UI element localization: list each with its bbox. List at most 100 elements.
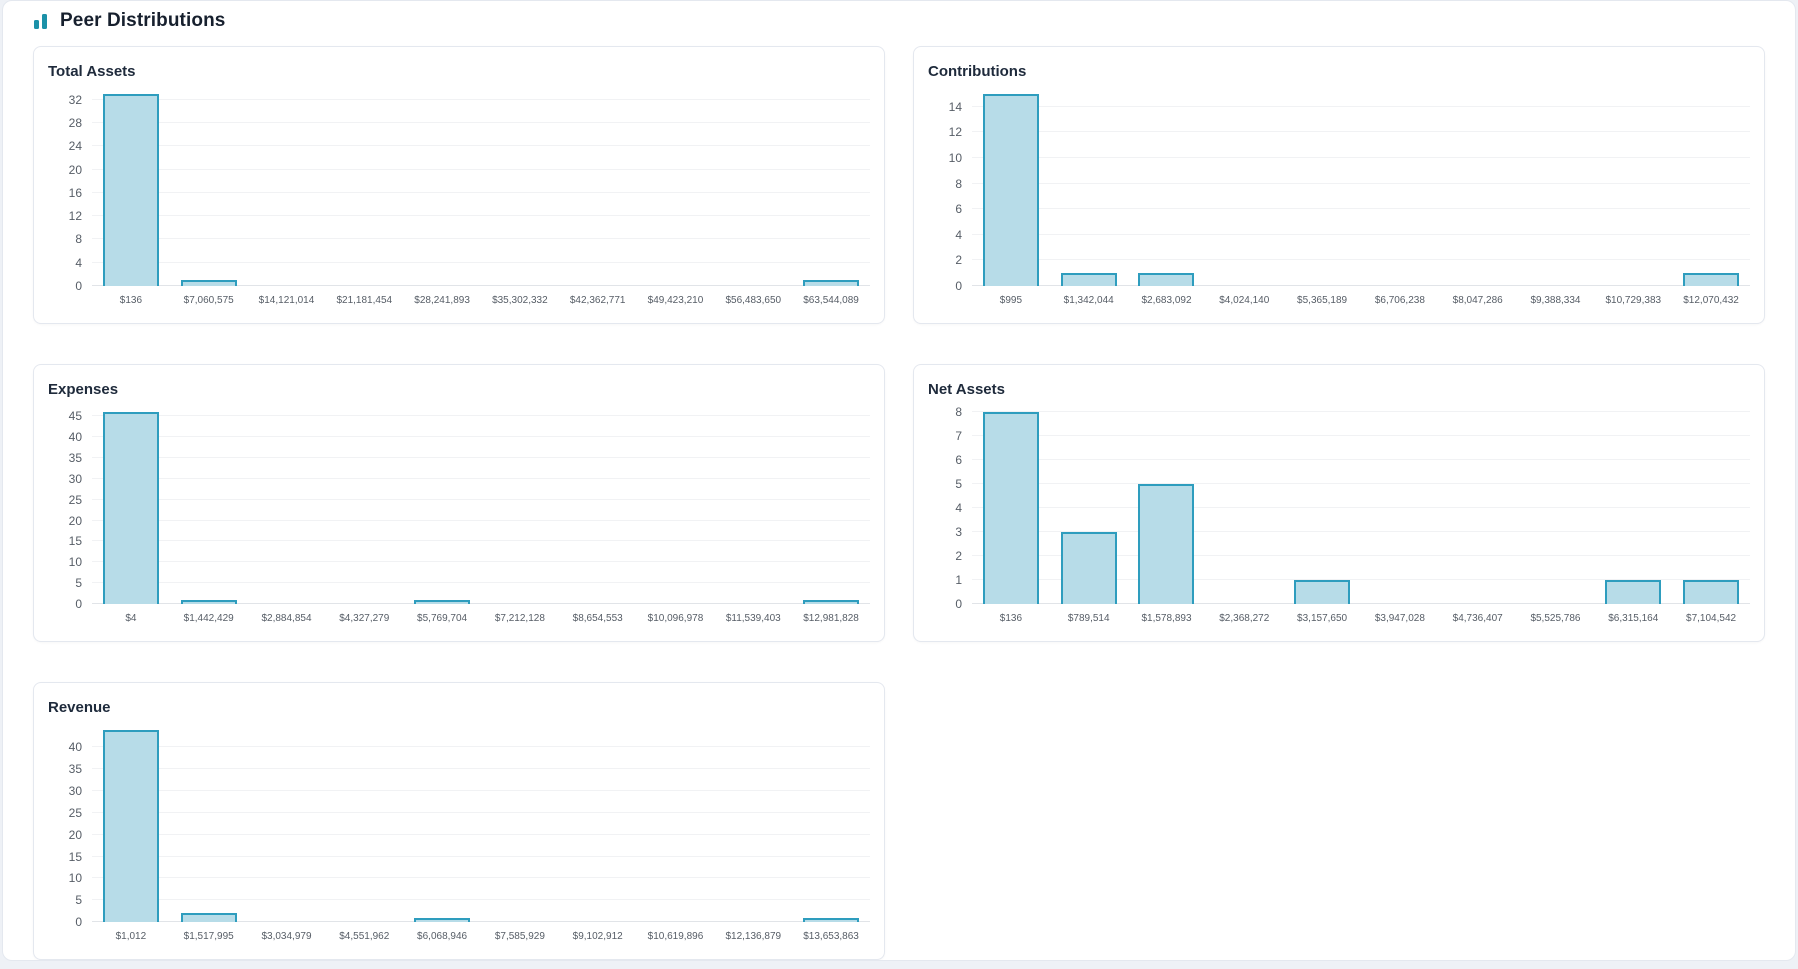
bars-layer bbox=[92, 94, 870, 286]
bars-layer bbox=[972, 412, 1750, 604]
y-tick-label: 40 bbox=[68, 430, 82, 445]
histogram-bar[interactable] bbox=[180, 913, 237, 922]
x-tick-label: $136 bbox=[119, 295, 143, 306]
y-tick-label: 5 bbox=[75, 576, 82, 591]
y-tick-label: 0 bbox=[75, 597, 82, 611]
histogram-bar[interactable] bbox=[982, 412, 1039, 604]
histogram-bar[interactable] bbox=[1605, 580, 1662, 604]
x-tick-label: $7,104,542 bbox=[1686, 613, 1737, 624]
histogram-bin bbox=[170, 94, 248, 286]
histogram-bar[interactable] bbox=[1060, 273, 1117, 286]
gridline bbox=[972, 259, 1750, 261]
histogram-bar[interactable] bbox=[414, 599, 471, 604]
histogram-bar[interactable] bbox=[803, 917, 860, 922]
histogram-bar[interactable] bbox=[803, 280, 860, 286]
histogram-bar[interactable] bbox=[102, 730, 159, 922]
histogram-bin bbox=[559, 94, 637, 286]
x-tick-label: $56,483,650 bbox=[725, 295, 782, 306]
histogram-bin bbox=[1205, 412, 1283, 604]
x-tick-label: $42,362,771 bbox=[569, 295, 626, 306]
x-tick-label: $1,578,893 bbox=[1141, 613, 1192, 624]
gridline bbox=[92, 498, 870, 500]
histogram-contributions: 0 2 4 6 8 10 12 14 bbox=[928, 94, 1750, 292]
y-tick-label: 2 bbox=[955, 253, 962, 268]
histogram-bin bbox=[1594, 412, 1672, 604]
x-tick-label: $9,388,334 bbox=[1530, 295, 1581, 306]
x-tick-label: $7,212,128 bbox=[494, 613, 545, 624]
x-tick-label: $63,544,089 bbox=[803, 295, 859, 306]
y-tick-label: 0 bbox=[955, 597, 962, 611]
histogram-bar[interactable] bbox=[1294, 580, 1351, 604]
histogram-bin bbox=[792, 412, 870, 604]
histogram-bin bbox=[559, 730, 637, 922]
x-tick-label: $1,012 bbox=[115, 931, 147, 942]
y-tick-label: 8 bbox=[955, 405, 962, 419]
y-tick-label: 30 bbox=[68, 471, 82, 486]
y-tick-label: 7 bbox=[955, 429, 962, 443]
histogram-bar[interactable] bbox=[102, 412, 159, 604]
histogram-bar[interactable] bbox=[1060, 532, 1117, 604]
histogram-bar[interactable] bbox=[1683, 273, 1740, 286]
histogram-bar[interactable] bbox=[414, 917, 471, 922]
histogram-total-assets: 0 4 8 12 16 20 24 28 32 bbox=[48, 94, 870, 292]
chart-card-total-assets: Total Assets 0 4 8 12 16 20 24 28 32 $136 $7,060,… bbox=[33, 46, 885, 324]
x-axis-labels: $136 $789,514 $1,578,893 $2,368,272 $3,157,6… bbox=[972, 613, 1750, 624]
gridline bbox=[972, 483, 1750, 484]
gridline bbox=[92, 477, 870, 479]
histogram-bin bbox=[1517, 94, 1595, 286]
y-tick-label: 4 bbox=[955, 227, 962, 242]
histogram-bar[interactable] bbox=[803, 599, 860, 604]
histogram-bin bbox=[792, 94, 870, 286]
gridline bbox=[92, 215, 870, 217]
histogram-bar[interactable] bbox=[1138, 484, 1195, 604]
chart-title: Contributions bbox=[928, 63, 1027, 80]
x-axis-line bbox=[92, 603, 870, 604]
x-tick-label: $21,181,454 bbox=[336, 295, 393, 306]
x-tick-label: $3,034,979 bbox=[261, 931, 312, 942]
histogram-bin bbox=[559, 412, 637, 604]
y-tick-label: 0 bbox=[75, 279, 82, 293]
histogram-bar[interactable] bbox=[180, 599, 237, 604]
histogram-bin bbox=[92, 730, 170, 922]
histogram-bin bbox=[1050, 94, 1128, 286]
histogram-bin bbox=[1205, 94, 1283, 286]
x-tick-label: $7,585,929 bbox=[494, 931, 545, 942]
histogram-bin bbox=[1439, 412, 1517, 604]
x-tick-label: $4,024,140 bbox=[1219, 295, 1270, 306]
y-axis-labels: 0 5 10 15 20 25 30 35 40 45 bbox=[48, 410, 92, 610]
x-tick-label: $9,102,912 bbox=[572, 931, 623, 942]
gridline bbox=[92, 145, 870, 147]
histogram-bar[interactable] bbox=[982, 94, 1039, 286]
x-tick-label: $3,947,028 bbox=[1374, 613, 1425, 624]
chart-card-net-assets: Net Assets 0 1 2 3 4 5 6 7 8 $136 $789,514 $1,578,… bbox=[913, 364, 1765, 642]
gridline bbox=[972, 411, 1750, 412]
histogram-bin bbox=[714, 94, 792, 286]
x-axis-line bbox=[92, 285, 870, 286]
x-tick-label: $6,315,164 bbox=[1608, 613, 1659, 624]
y-tick-label: 12 bbox=[948, 125, 962, 140]
histogram-net-assets: 0 1 2 3 4 5 6 7 8 bbox=[928, 406, 1750, 610]
histogram-bar[interactable] bbox=[1138, 273, 1195, 286]
histogram-bin bbox=[1672, 412, 1750, 604]
gridline bbox=[92, 561, 870, 563]
y-tick-label: 2 bbox=[955, 549, 962, 563]
histogram-bin bbox=[972, 412, 1050, 604]
histogram-bin bbox=[972, 94, 1050, 286]
histogram-bar[interactable] bbox=[1683, 580, 1740, 604]
x-axis-labels: $4 $1,442,429 $2,884,854 $4,327,279 $5,769,7… bbox=[92, 613, 870, 624]
x-tick-label: $35,302,332 bbox=[492, 295, 548, 306]
x-axis-line bbox=[92, 921, 870, 922]
chart-card-revenue: Revenue 0 5 10 15 20 25 30 35 40 $1,012 $1,517,99… bbox=[33, 682, 885, 960]
histogram-bin bbox=[1128, 412, 1206, 604]
gridline bbox=[972, 182, 1750, 184]
histogram-bin bbox=[248, 412, 326, 604]
y-tick-label: 15 bbox=[68, 534, 82, 549]
histogram-bar[interactable] bbox=[102, 94, 159, 286]
x-tick-label: $8,047,286 bbox=[1452, 295, 1503, 306]
x-tick-label: $5,365,189 bbox=[1297, 295, 1348, 306]
y-tick-label: 28 bbox=[68, 116, 82, 131]
x-tick-label: $6,068,946 bbox=[417, 931, 468, 942]
bars-layer bbox=[92, 730, 870, 922]
x-axis-labels: $1,012 $1,517,995 $3,034,979 $4,551,962 $6,0… bbox=[92, 931, 870, 942]
histogram-bar[interactable] bbox=[180, 280, 237, 286]
